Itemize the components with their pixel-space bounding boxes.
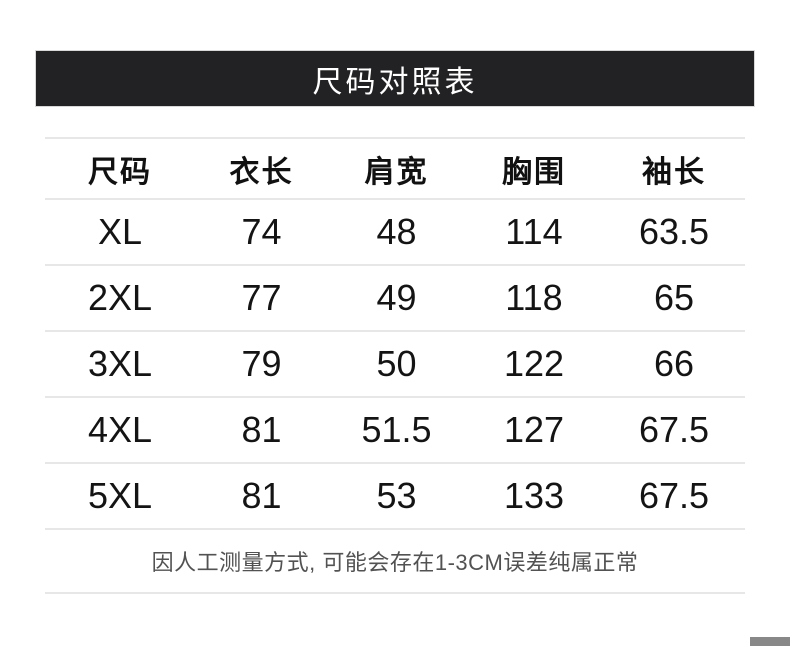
size-chart-title-bar: 尺码对照表	[35, 50, 755, 107]
table-row: 3XL 79 50 122 66	[45, 332, 745, 398]
table-cell: 118	[505, 277, 563, 318]
column-header: 尺码	[88, 155, 152, 189]
table-cell: 79	[241, 343, 282, 384]
table-cell: 77	[241, 277, 282, 318]
table-cell: 66	[653, 343, 695, 384]
column-header: 胸围	[502, 155, 566, 189]
table-cell: 3XL	[87, 343, 153, 384]
table-cell: 81	[241, 475, 282, 516]
table-cell: 51.5	[361, 409, 432, 450]
table-cell: 50	[376, 343, 417, 384]
table-cell: 53	[376, 475, 417, 516]
table-cell: 4XL	[87, 409, 153, 450]
table-cell: 65	[653, 277, 695, 318]
table-cell: 5XL	[87, 475, 153, 516]
next-image-edge-fragment	[750, 637, 790, 646]
table-cell: 81	[241, 409, 282, 450]
table-row: 5XL 81 53 133 67.5	[45, 464, 745, 530]
table-cell: 74	[241, 211, 282, 252]
table-cell: 2XL	[87, 277, 153, 318]
table-cell: 63.5	[638, 211, 710, 252]
size-table: 尺码 衣长 肩宽 胸围 袖长 XL 74 48 114 63.5 2XL 77 49 118 65 3XL 79…	[45, 137, 745, 594]
table-row: XL 74 48 114 63.5	[45, 200, 745, 266]
column-header: 袖长	[642, 155, 706, 189]
table-row: 2XL 77 49 118 65	[45, 266, 745, 332]
table-cell: XL	[97, 211, 143, 252]
table-cell: 67.5	[638, 409, 710, 450]
table-cell: 122	[503, 343, 565, 384]
table-cell: 114	[505, 211, 563, 252]
measurement-note: 因人工测量方式, 可能会存在1-3CM误差纯属正常	[151, 550, 639, 575]
table-cell: 49	[376, 277, 417, 318]
table-cell: 48	[376, 211, 417, 252]
table-cell: 67.5	[638, 475, 710, 516]
column-header: 肩宽	[364, 155, 429, 189]
measurement-note-row: 因人工测量方式, 可能会存在1-3CM误差纯属正常	[45, 530, 745, 594]
size-chart-title: 尺码对照表	[312, 65, 478, 99]
table-cell: 133	[503, 475, 565, 516]
table-header-row: 尺码 衣长 肩宽 胸围 袖长	[45, 139, 745, 200]
table-row: 4XL 81 51.5 127 67.5	[45, 398, 745, 464]
column-header: 衣长	[229, 155, 294, 189]
table-cell: 127	[503, 409, 565, 450]
